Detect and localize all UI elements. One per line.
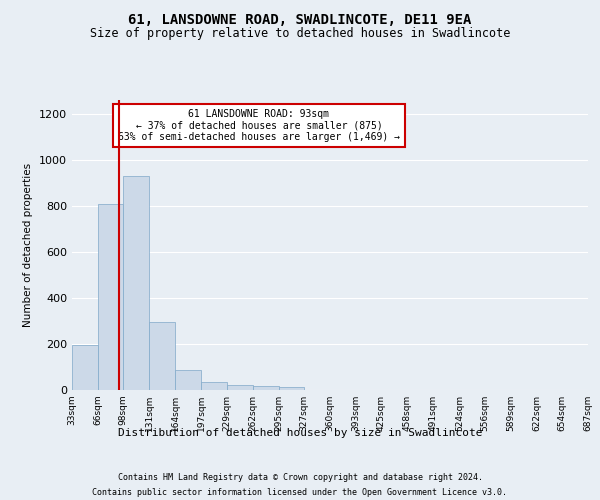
Bar	[98, 204, 123, 390]
Bar	[227, 386, 253, 390]
Text: Distribution of detached houses by size in Swadlincote: Distribution of detached houses by size …	[118, 428, 482, 438]
Bar	[202, 382, 227, 390]
Bar	[72, 345, 98, 390]
Text: 61 LANSDOWNE ROAD: 93sqm
← 37% of detached houses are smaller (875)
63% of semi-: 61 LANSDOWNE ROAD: 93sqm ← 37% of detach…	[118, 108, 400, 142]
Bar	[123, 176, 149, 390]
Text: Size of property relative to detached houses in Swadlincote: Size of property relative to detached ho…	[90, 28, 510, 40]
Text: Contains public sector information licensed under the Open Government Licence v3: Contains public sector information licen…	[92, 488, 508, 497]
Bar	[279, 387, 304, 390]
Bar	[149, 322, 175, 390]
Text: Contains HM Land Registry data © Crown copyright and database right 2024.: Contains HM Land Registry data © Crown c…	[118, 473, 482, 482]
Bar	[253, 386, 279, 390]
Y-axis label: Number of detached properties: Number of detached properties	[23, 163, 34, 327]
Bar	[175, 370, 202, 390]
Text: 61, LANSDOWNE ROAD, SWADLINCOTE, DE11 9EA: 61, LANSDOWNE ROAD, SWADLINCOTE, DE11 9E…	[128, 12, 472, 26]
